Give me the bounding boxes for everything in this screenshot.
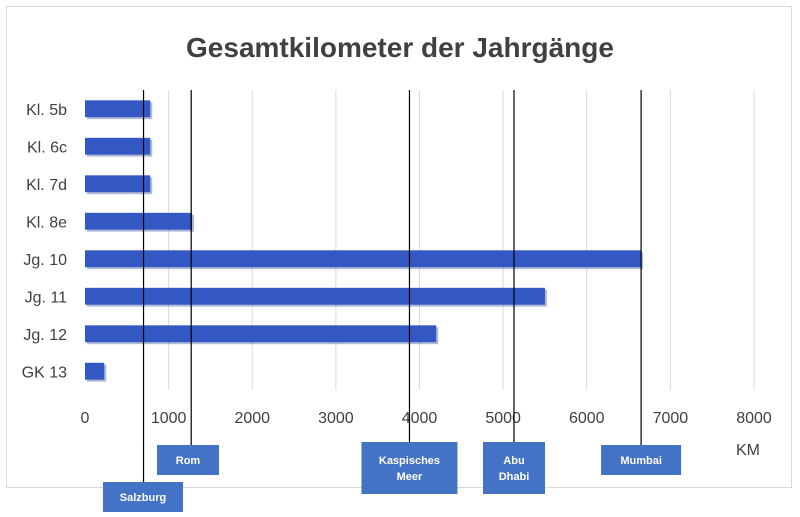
x-tick-label: 7000 (653, 410, 689, 427)
category-labels: Kl. 5b Kl. 6c Kl. 7d Kl. 8e Jg. 10 Jg. 11 Jg. … (22, 102, 67, 382)
bar (85, 287, 545, 305)
reference-label-box (601, 445, 682, 475)
bar (85, 212, 193, 230)
bar (85, 362, 105, 380)
category-label: Jg. 10 (23, 252, 67, 269)
reference-label: Mumbai (620, 455, 662, 467)
x-tick-label: 6000 (569, 410, 605, 427)
reference-markers: Salzburg Rom Kaspisches Meer Abu Dhabi Mumbai (103, 90, 682, 512)
x-tick-label: 1000 (151, 410, 187, 427)
reference-label: Rom (176, 455, 201, 467)
bar (85, 175, 151, 193)
reference-label: Kaspisches Meer (379, 455, 440, 483)
chart-title: Gesamtkilometer der Jahrgänge (186, 32, 614, 63)
category-label: GK 13 (22, 364, 67, 381)
reference-label-box (482, 442, 545, 494)
x-tick-label: 8000 (736, 410, 772, 427)
category-label: Kl. 6c (27, 139, 67, 156)
x-tick-labels: 0 1000 2000 3000 4000 5000 6000 7000 8000 (81, 410, 772, 427)
grid-lines (168, 90, 755, 390)
x-tick-label: 0 (81, 410, 90, 427)
x-tick-label: 3000 (318, 410, 354, 427)
reference-label-box (157, 445, 219, 475)
x-axis-label: KM (736, 442, 760, 459)
category-label: Kl. 5b (26, 102, 67, 119)
category-label: Kl. 7d (26, 177, 67, 194)
bars (85, 100, 644, 382)
x-tick-label: 4000 (402, 410, 438, 427)
reference-label: Abu Dhabi (499, 455, 530, 483)
x-tick-label: 2000 (234, 410, 270, 427)
reference-label: Salzburg (120, 492, 166, 504)
bar (85, 137, 151, 155)
reference-label-box (361, 442, 458, 494)
category-label: Jg. 11 (25, 289, 68, 306)
x-tick-label: 5000 (485, 410, 521, 427)
bar (85, 100, 151, 118)
category-label: Jg. 12 (23, 327, 67, 344)
reference-label-box (103, 482, 183, 512)
bar (85, 325, 437, 343)
chart-frame (6, 6, 792, 488)
bar (85, 250, 642, 268)
category-label: Kl. 8e (26, 214, 67, 231)
